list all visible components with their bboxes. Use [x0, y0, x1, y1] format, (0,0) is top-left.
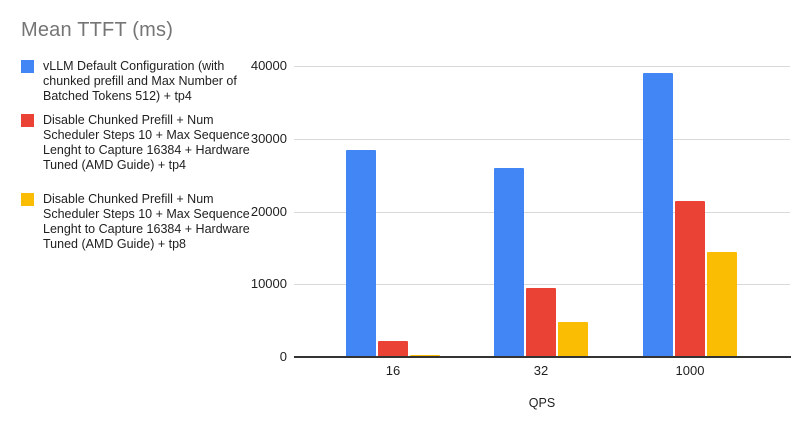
- y-tick-label-10000: 10000: [250, 276, 287, 291]
- x-tick-label-32: 32: [533, 363, 549, 378]
- x-axis-line: [294, 356, 791, 358]
- y-tick-label-40000: 40000: [250, 58, 287, 73]
- y-tick-label-0: 0: [279, 349, 287, 364]
- legend-swatch-icon: [21, 60, 34, 73]
- bar-series0-qps16: [346, 150, 376, 357]
- bar-series0-qps1000: [643, 73, 673, 357]
- bar-series1-qps32: [526, 288, 556, 357]
- x-tick-label-16: 16: [385, 363, 401, 378]
- y-tick-label-20000: 20000: [250, 204, 287, 219]
- chart-title: Mean TTFT (ms): [21, 19, 174, 41]
- bar-series2-qps32: [558, 322, 588, 357]
- y-tick-label-30000: 30000: [250, 131, 287, 146]
- gridline-30000: [294, 139, 790, 140]
- legend-item-1: Disable Chunked Prefill + Num Scheduler …: [21, 113, 251, 173]
- gridline-20000: [294, 212, 790, 213]
- legend-label: Disable Chunked Prefill + Num Scheduler …: [43, 113, 250, 172]
- legend-item-0: vLLM Default Configuration (with chunked…: [21, 59, 251, 104]
- x-axis-title: QPS: [528, 396, 556, 410]
- legend-label: vLLM Default Configuration (with chunked…: [43, 59, 237, 103]
- legend-swatch-icon: [21, 114, 34, 127]
- x-tick-label-1000: 1000: [675, 363, 705, 378]
- bar-series0-qps32: [494, 168, 524, 357]
- gridline-10000: [294, 284, 790, 285]
- bar-series1-qps1000: [675, 201, 705, 357]
- bar-series2-qps1000: [707, 252, 737, 357]
- plot-area: [294, 66, 790, 357]
- legend-item-2: Disable Chunked Prefill + Num Scheduler …: [21, 192, 251, 252]
- gridline-40000: [294, 66, 790, 67]
- legend-label: Disable Chunked Prefill + Num Scheduler …: [43, 192, 250, 251]
- legend-swatch-icon: [21, 193, 34, 206]
- bar-series1-qps16: [378, 341, 408, 357]
